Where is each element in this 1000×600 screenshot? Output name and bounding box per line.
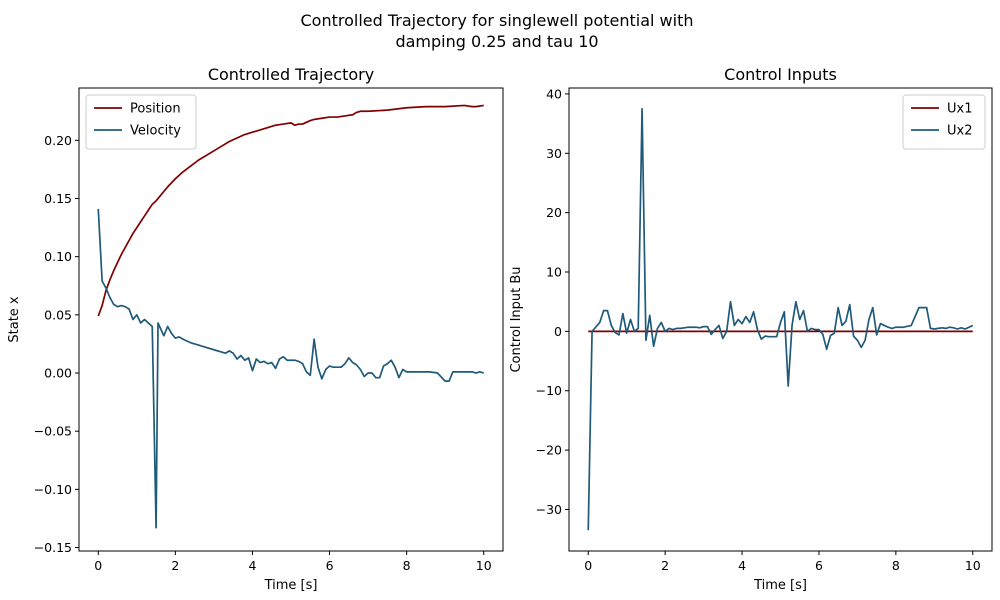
chart-1-y-tick-label: −10	[536, 383, 562, 398]
chart-0-legend-label: Velocity	[130, 124, 181, 139]
chart-0-y-tick-label: −0.10	[34, 482, 72, 497]
chart-1-y-tick-label: 30	[546, 146, 562, 161]
chart-1-legend-label: Ux2	[947, 124, 972, 139]
chart-0-x-tick-label: 4	[248, 558, 256, 573]
left-chart-panel: Controlled Trajectory 0 2 4 6 8 10 −0.15 −0.10 −0…	[7, 65, 503, 593]
chart-1-y-tick-label: 10	[546, 265, 562, 280]
chart-0-y-tick-label: 0.20	[44, 133, 72, 148]
chart-1-series-ux2-line	[588, 109, 973, 530]
chart-1-y-tick-label: 40	[546, 86, 562, 101]
chart-1-x-tick-label: 2	[661, 558, 669, 573]
chart-1-title: Control Inputs	[724, 65, 837, 84]
chart-0-plot-frame	[79, 88, 503, 551]
chart-1-legend-box	[903, 95, 985, 149]
chart-0-x-tick-label: 10	[476, 558, 492, 573]
chart-0-x-tick-label: 6	[326, 558, 334, 573]
chart-1-x-tick-label: 4	[738, 558, 746, 573]
chart-0-y-axis-label: State x	[7, 296, 22, 343]
chart-0-x-tick-label: 2	[171, 558, 179, 573]
chart-0-y-tick-label: −0.15	[34, 540, 72, 555]
chart-1-x-tick-label: 8	[892, 558, 900, 573]
chart-1-x-tick-label: 0	[584, 558, 592, 573]
chart-1-y-tick-label: −20	[536, 443, 562, 458]
right-chart-panel: Control Inputs 0 2 4 6 8 10 −30 −20 −10 0 10 20 30 40 T…	[509, 65, 992, 593]
chart-0-y-tick-label: 0.15	[44, 191, 72, 206]
chart-0-y-tick-label: −0.05	[34, 424, 72, 439]
chart-1-y-tick-label: 20	[546, 205, 562, 220]
figure-title-line-2: damping 0.25 and tau 10	[395, 32, 598, 51]
chart-1-y-tick-label: −30	[536, 502, 562, 517]
chart-1-x-tick-label: 6	[815, 558, 823, 573]
chart-0-y-tick-label: 0.10	[44, 249, 72, 264]
chart-0-x-axis-label: Time [s]	[264, 578, 318, 593]
chart-0-x-tick-label: 8	[403, 558, 411, 573]
chart-1-y-tick-label: 0	[554, 324, 562, 339]
chart-0-title: Controlled Trajectory	[208, 65, 374, 84]
chart-0-series-velocity-line	[98, 209, 483, 528]
figure-title-line-1: Controlled Trajectory for singlewell pot…	[300, 11, 693, 30]
chart-1-y-axis-label: Control Input Bu	[509, 266, 524, 372]
chart-0-legend-label: Position	[130, 102, 181, 117]
chart-0-y-tick-label: 0.05	[44, 307, 72, 322]
chart-0-x-tick-label: 0	[94, 558, 102, 573]
chart-1-x-axis-label: Time [s]	[753, 578, 807, 593]
chart-0-y-tick-label: 0.00	[44, 366, 72, 381]
chart-1-legend-label: Ux1	[947, 102, 972, 117]
chart-0-legend: Position Velocity	[86, 95, 196, 149]
chart-1-x-tick-label: 10	[965, 558, 981, 573]
